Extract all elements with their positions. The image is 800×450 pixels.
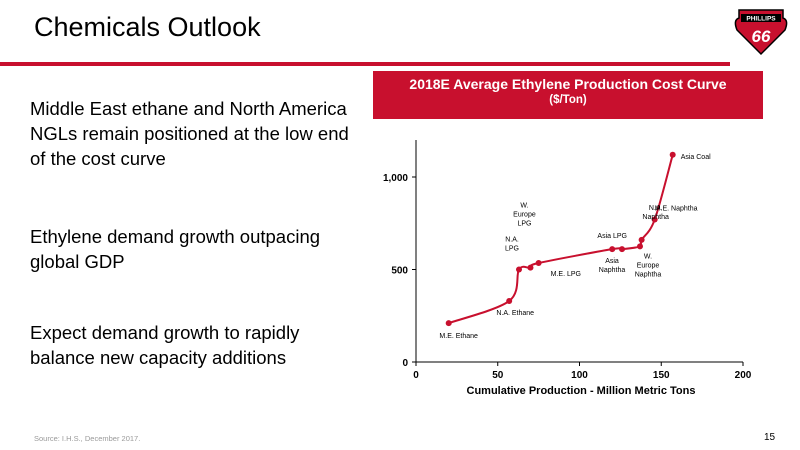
- point-label: N.A. LPG: [505, 237, 519, 253]
- point-label-line: N.A.: [649, 205, 663, 212]
- point-label: W. Europe Naphtha: [635, 253, 662, 278]
- chart-axes: [415, 140, 743, 363]
- x-axis-label: Cumulative Production - Million Metric T…: [467, 385, 696, 397]
- point-label-line: Asia LPG: [597, 233, 627, 240]
- point-label-line: Europe: [637, 262, 660, 269]
- point-labels: M.E. Ethane N.A. Ethane N.A. LPG W. Europe LPG…: [439, 154, 711, 340]
- slide-title: Chemicals Outlook: [34, 12, 261, 42]
- bullet-item: Expect demand growth to rapidly balance …: [30, 322, 300, 368]
- bullet-item: Ethylene demand growth outpacing global …: [30, 226, 321, 272]
- point-label-line: LPG: [505, 246, 519, 253]
- x-tick-label: 0: [413, 370, 419, 381]
- point-label: M.E. LPG: [551, 271, 581, 278]
- cost-curve-chart: 0 50 100 150 200 0 500 1,000 M.E. Ethane N.A. Et…: [383, 140, 752, 397]
- y-tick-label: 500: [391, 266, 408, 277]
- point-label-line: M.E. Ethane: [439, 333, 478, 340]
- data-point: [445, 320, 452, 327]
- logo-number: 66: [752, 27, 771, 46]
- point-label: W. Europe LPG: [513, 203, 536, 228]
- x-tick-label: 100: [571, 370, 588, 381]
- data-point: [651, 216, 658, 223]
- point-label: N.A. Ethane: [496, 310, 534, 317]
- chart-ticks: 0 50 100 150 200 0 500 1,000: [383, 173, 752, 381]
- point-label-line: Naphtha: [642, 214, 669, 221]
- bullet-item: Middle East ethane and North America NGL…: [30, 98, 349, 169]
- x-tick-label: 50: [492, 370, 504, 381]
- phillips66-logo: PHILLIPS 66: [734, 9, 788, 56]
- source-note: Source: I.H.S., December 2017.: [34, 434, 141, 443]
- point-label-line: Europe: [513, 212, 536, 219]
- chart-header: 2018E Average Ethylene Production Cost C…: [373, 71, 763, 119]
- data-point: [535, 260, 542, 267]
- point-label-line: Asia Coal: [681, 154, 711, 161]
- data-point: [516, 266, 523, 273]
- point-label-line: N.A.: [505, 237, 519, 244]
- x-tick-label: 200: [735, 370, 752, 381]
- x-tick-label: 150: [653, 370, 670, 381]
- y-tick-label: 0: [402, 358, 408, 369]
- point-label: N.A. Naphtha: [642, 205, 669, 221]
- point-label-line: W.: [644, 253, 652, 260]
- point-label: M.E. Ethane: [439, 333, 478, 340]
- data-point: [669, 151, 676, 158]
- point-label-line: Naphtha: [635, 271, 662, 278]
- point-label: Asia LPG: [597, 233, 627, 240]
- page-number: 15: [764, 432, 776, 443]
- point-label-line: LPG: [517, 221, 531, 228]
- point-label-line: Asia: [605, 258, 619, 265]
- point-label: M.E. Naphtha: [655, 206, 698, 213]
- point-label-line: Naphtha: [599, 267, 626, 274]
- data-point: [638, 236, 645, 243]
- data-point: [527, 264, 534, 271]
- chart-subtitle: ($/Ton): [549, 94, 587, 106]
- point-label-line: N.A. Ethane: [496, 310, 534, 317]
- logo-banner: [741, 14, 781, 22]
- point-label: Asia Coal: [681, 154, 711, 161]
- point-label-line: M.E. LPG: [551, 271, 581, 278]
- chart-title: 2018E Average Ethylene Production Cost C…: [409, 76, 727, 92]
- point-label: Asia Naphtha: [599, 258, 626, 274]
- y-tick-label: 1,000: [383, 173, 408, 184]
- logo-wordmark: PHILLIPS: [746, 16, 776, 23]
- data-point: [636, 243, 643, 250]
- series-points: [445, 151, 676, 327]
- data-point: [506, 297, 513, 304]
- title-divider: [0, 62, 730, 66]
- data-point: [619, 246, 626, 253]
- data-point: [609, 246, 616, 253]
- point-label-line: M.E. Naphtha: [655, 206, 698, 213]
- point-label-line: W.: [520, 203, 528, 210]
